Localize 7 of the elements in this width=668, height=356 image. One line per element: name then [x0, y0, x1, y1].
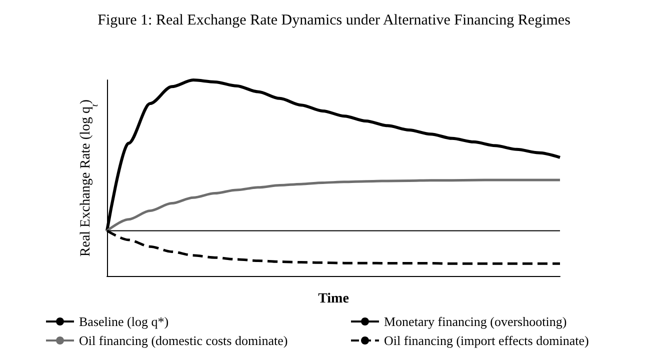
legend-label: Oil financing (import effects dominate)	[384, 333, 589, 348]
x-axis-title: Time	[318, 292, 349, 306]
chart-title: Figure 1: Real Exchange Rate Dynamics under Alternative Financing Regimes	[98, 12, 571, 28]
y-axis-title: Real Exchange Rate (log qt)	[78, 99, 100, 257]
legend-label: Monetary financing (overshooting)	[384, 314, 567, 329]
legend-label: Baseline (log q*)	[79, 314, 169, 329]
legend-label: Oil financing (domestic costs dominate)	[79, 333, 288, 348]
